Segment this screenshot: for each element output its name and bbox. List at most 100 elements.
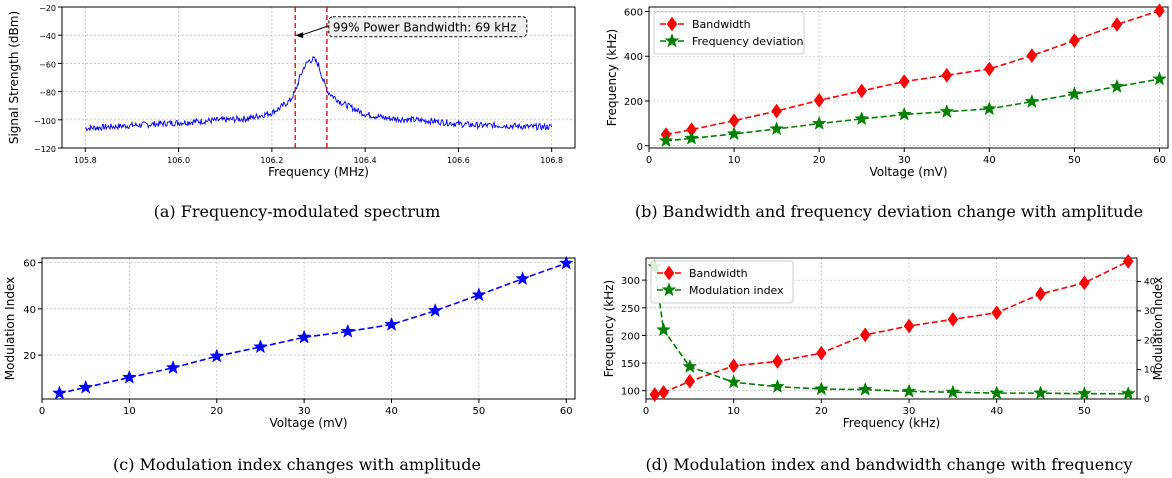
legend-marker <box>664 33 680 48</box>
x-tick-label: 106.0 <box>167 156 190 165</box>
plot-frame <box>645 257 1138 400</box>
y-right-tick-label: 20 <box>1144 336 1156 346</box>
series-modulation-index-point <box>253 339 268 354</box>
legend-label: Modulation index <box>689 284 784 297</box>
annotation-arrow-head <box>295 32 304 39</box>
x-tick-label: 106.2 <box>260 156 283 165</box>
series-bandwidth-point <box>728 358 739 374</box>
series-bandwidth-point <box>771 103 782 119</box>
x-tick-label: 106.8 <box>540 156 563 165</box>
series-modulation-index-point <box>427 302 443 317</box>
legend-box <box>653 11 805 55</box>
series-modulation-index-line <box>59 262 567 395</box>
plot-frame <box>61 6 576 149</box>
annotation-arrow-line <box>301 25 329 36</box>
x-tick-label: 106.4 <box>354 156 377 165</box>
series-modulation-index-point <box>814 381 829 396</box>
y-right-tick-label: 10 <box>1144 366 1156 376</box>
series-bandwidth-point <box>903 318 915 334</box>
series-bandwidth-point <box>728 113 740 129</box>
series-bandwidth-point <box>772 353 783 369</box>
y-tick-label: −20 <box>39 4 56 13</box>
series-bandwidth-point <box>1111 17 1123 32</box>
x-tick-label: 0 <box>39 406 45 417</box>
spectrum-trace <box>85 55 553 132</box>
y-tick-label: 600 <box>624 7 643 18</box>
series-bandwidth-point <box>898 74 910 89</box>
series-modulation-index-point <box>901 383 917 398</box>
series-bandwidth-point <box>984 61 995 77</box>
y-tick-label: 150 <box>621 359 640 370</box>
series-bandwidth-point <box>1122 253 1134 269</box>
series-modulation-index-point <box>1033 385 1048 400</box>
annotation-text: 99% Power Bandwidth: 69 kHz <box>333 21 517 35</box>
series-modulation-index-point <box>78 379 94 394</box>
series-modulation-index-point <box>1077 385 1092 400</box>
y-tick-label: 400 <box>624 52 643 63</box>
legend-marker <box>666 16 678 32</box>
y-tick-label: 60 <box>23 259 36 270</box>
y-tick-label: −60 <box>39 60 56 69</box>
y-right-tick-label: 0 <box>1144 395 1150 405</box>
x-tick-label: 0 <box>643 406 649 417</box>
x-tick-label: 30 <box>898 155 911 166</box>
series-deviation-point <box>1152 71 1167 86</box>
y-right-axis-label: Modulation Index <box>1151 277 1165 380</box>
series-deviation-point <box>811 115 827 130</box>
y-tick-label: 20 <box>23 351 36 362</box>
series-deviation-point <box>1067 86 1082 101</box>
series-bandwidth-point <box>684 373 696 389</box>
x-tick-label: 40 <box>990 406 1003 417</box>
series-deviation-point <box>684 130 699 145</box>
x-axis-label: Frequency (MHz) <box>268 165 369 179</box>
x-tick-label: 0 <box>646 155 652 166</box>
x-tick-label: 30 <box>903 406 916 417</box>
x-tick-label: 106.6 <box>447 156 470 165</box>
series-modulation-index-point <box>989 385 1005 400</box>
series-modulation-index-point <box>384 316 399 331</box>
series-deviation-point <box>1024 93 1040 108</box>
y-axis-label: Frequency (kHz) <box>602 280 616 377</box>
y-tick-label: −120 <box>34 145 56 154</box>
series-modulation-index-point <box>682 358 698 373</box>
legend-marker <box>661 282 677 297</box>
series-deviation-point <box>896 106 912 121</box>
annotation-box <box>328 16 528 38</box>
x-tick-label: 10 <box>728 155 741 166</box>
y-tick-label: −40 <box>39 32 56 41</box>
series-modulation-index-point <box>857 381 873 396</box>
series-modulation-index-point <box>471 287 487 302</box>
series-bandwidth-point <box>1154 3 1165 19</box>
panel-c-modulation-index-chart: 0 10 20 30 40 50 60 20 40 60 Voltage (mV) Modulatio… <box>3 255 576 474</box>
x-tick-label: 50 <box>1068 155 1081 166</box>
series-modulation-index-point <box>726 374 742 389</box>
series-deviation-point <box>939 104 955 118</box>
series-modulation-index-point <box>656 322 671 337</box>
y-axis-label: Signal Strength (dBm) <box>7 11 21 144</box>
figure-caption: (c) Modulation index changes with amplit… <box>113 455 481 474</box>
series-modulation-index-point <box>340 323 356 338</box>
series-deviation-point <box>726 126 742 141</box>
y-right-tick-label: 30 <box>1144 307 1156 317</box>
x-tick-label: 10 <box>123 406 136 417</box>
series-modulation-index-point <box>52 385 67 400</box>
series-bandwidth-point <box>649 387 661 403</box>
legend-label: Frequency deviation <box>692 35 803 48</box>
series-modulation-index-point <box>1120 385 1136 400</box>
x-tick-label: 60 <box>560 406 573 417</box>
series-modulation-index-point <box>209 348 225 363</box>
x-tick-label: 20 <box>815 406 828 417</box>
y-tick-label: 100 <box>621 387 640 398</box>
figure-caption: (b) Bandwidth and frequency deviation ch… <box>635 202 1143 221</box>
legend-marker <box>663 265 675 281</box>
figure-caption: (d) Modulation index and bandwidth chang… <box>645 455 1132 474</box>
figure-caption: (a) Frequency-modulated spectrum <box>154 202 441 221</box>
x-tick-label: 105.8 <box>74 156 97 165</box>
x-tick-label: 20 <box>210 406 223 417</box>
series-bandwidth-point <box>941 67 953 83</box>
x-tick-label: 50 <box>1078 406 1091 417</box>
y-tick-label: −80 <box>39 89 56 98</box>
series-deviation-point <box>981 101 997 116</box>
series-modulation-index-point <box>296 329 312 344</box>
